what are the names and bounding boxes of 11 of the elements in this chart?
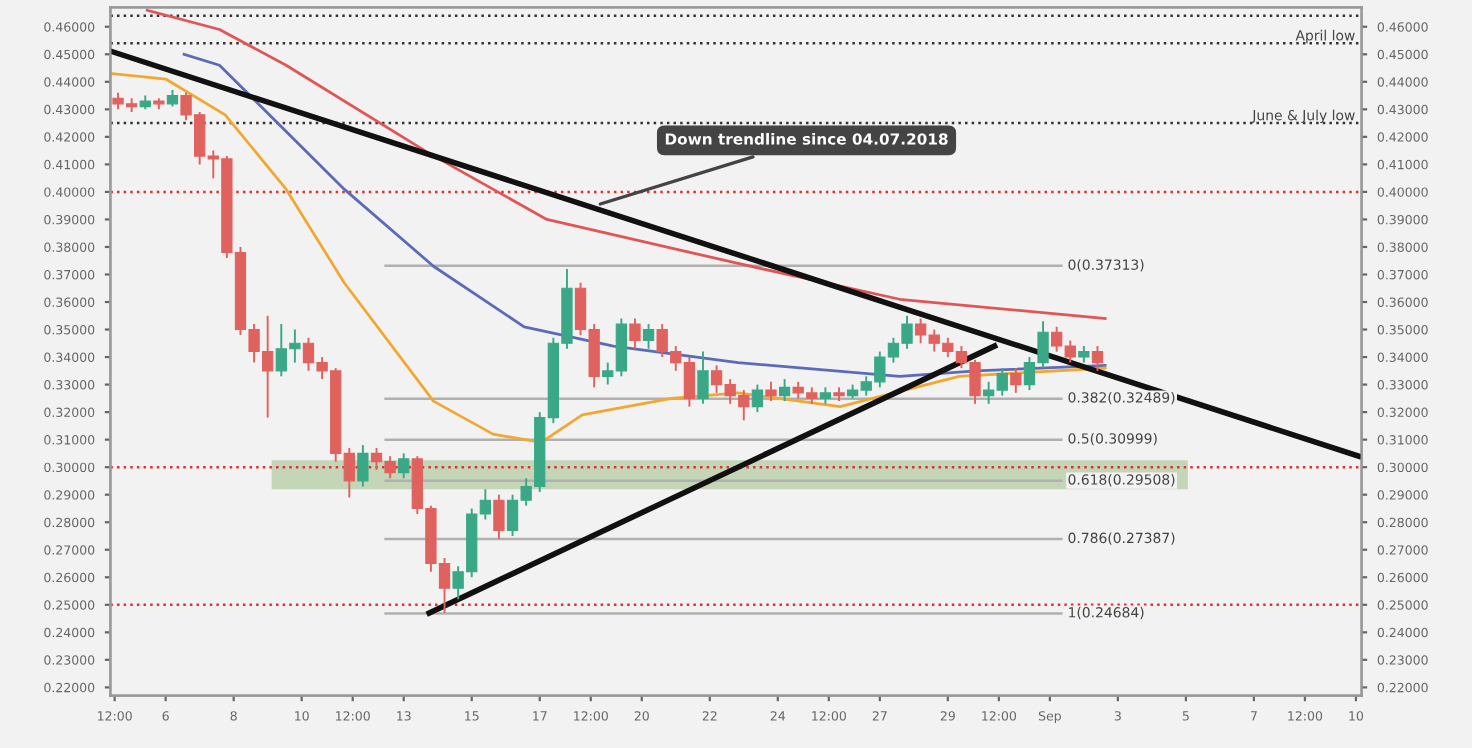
candlestick (1091, 345, 1104, 372)
candlestick (493, 493, 505, 540)
candlestick (751, 383, 764, 414)
candlestick (697, 350, 709, 405)
candlestick (642, 323, 655, 350)
candlestick (629, 317, 641, 350)
candlestick (357, 444, 369, 488)
candlestick (1010, 367, 1022, 394)
candlestick (765, 380, 777, 403)
candlestick (778, 378, 791, 403)
candlestick (398, 452, 410, 480)
